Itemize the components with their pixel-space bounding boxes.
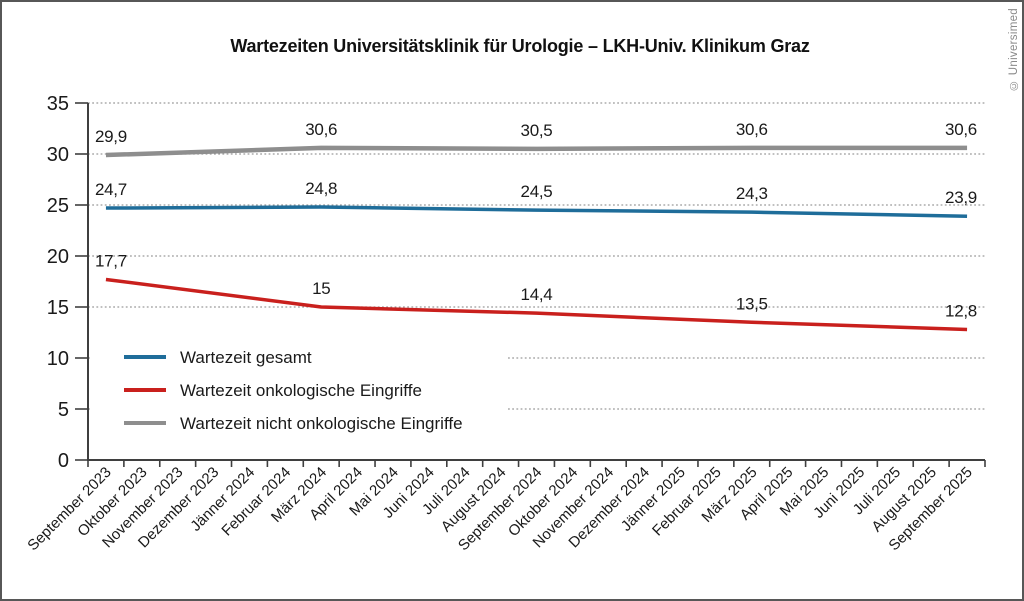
legend-label: Wartezeit onkologische Eingriffe [180, 381, 422, 400]
value-label: 14,4 [521, 285, 553, 304]
legend-label: Wartezeit nicht onkologische Eingriffe [180, 414, 463, 433]
y-axis-label: 15 [47, 297, 69, 319]
value-label: 30,6 [945, 120, 977, 139]
y-axis-label: 30 [47, 144, 69, 166]
value-label: 12,8 [945, 301, 977, 320]
legend-label: Wartezeit gesamt [180, 348, 312, 367]
y-axis-label: 25 [47, 195, 69, 217]
value-label: 17,7 [95, 251, 127, 270]
value-label: 24,3 [736, 184, 768, 203]
value-label: 30,6 [305, 120, 337, 139]
chart-title: Wartezeiten Universitätsklinik für Urolo… [230, 36, 810, 56]
value-label: 29,9 [95, 127, 127, 146]
value-label: 13,5 [736, 294, 768, 313]
value-label: 24,5 [521, 182, 553, 201]
y-axis-label: 10 [47, 348, 69, 370]
y-axis-label: 0 [58, 450, 69, 472]
value-label: 30,5 [521, 121, 553, 140]
y-axis-label: 5 [58, 399, 69, 421]
value-label: 24,8 [305, 179, 337, 198]
value-label: 15 [312, 279, 330, 298]
series-line [105, 205, 968, 218]
value-label: 23,9 [945, 188, 977, 207]
y-axis-label: 20 [47, 246, 69, 268]
series-line [105, 145, 968, 158]
series-line [105, 277, 968, 332]
value-label: 30,6 [736, 120, 768, 139]
y-axis-label: 35 [47, 93, 69, 115]
value-label: 24,7 [95, 180, 127, 199]
